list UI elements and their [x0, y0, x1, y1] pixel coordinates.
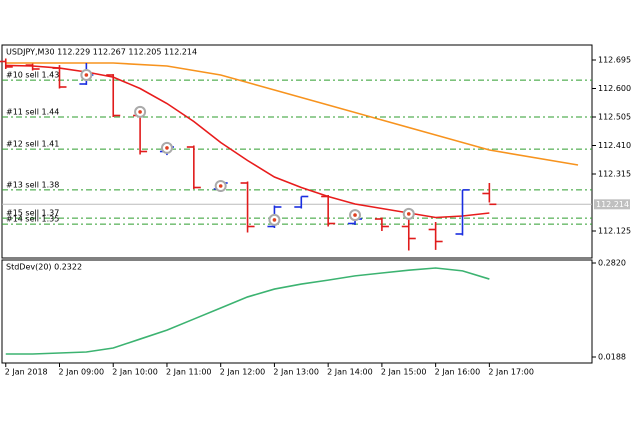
y-tick-label: 0.2820 [598, 259, 626, 268]
x-tick-label: 2 Jan 10:00 [112, 368, 158, 377]
trade-dot [84, 73, 89, 77]
main-title: USDJPY,M30 112.229 112.267 112.205 112.2… [6, 48, 197, 57]
y-tick-label: 112.315 [598, 170, 631, 179]
y-tick-label: 112.600 [598, 84, 631, 93]
x-tick-label: 2 Jan 11:00 [166, 368, 212, 377]
y-tick-label: 0.0188 [598, 353, 626, 362]
order-label: #15 sell 1.37 [6, 209, 59, 218]
x-tick-label: 2 Jan 15:00 [381, 368, 427, 377]
y-tick-label: 112.410 [598, 141, 631, 150]
y-tick-label: 112.505 [598, 113, 631, 122]
x-tick-label: 2 Jan 2018 [5, 368, 48, 377]
order-label: #14 sell 1.35 [6, 215, 59, 224]
x-tick-label: 2 Jan 13:00 [273, 368, 319, 377]
y-tick-label: 112.695 [598, 56, 631, 65]
order-label: #10 sell 1.43 [6, 71, 59, 80]
trade-dot [218, 184, 223, 188]
x-tick-label: 2 Jan 09:00 [58, 368, 104, 377]
order-label: #13 sell 1.38 [6, 180, 59, 189]
trade-dot [165, 146, 169, 150]
bid-box [594, 199, 630, 210]
x-tick-label: 2 Jan 12:00 [220, 368, 266, 377]
trade-dot [353, 213, 357, 217]
sub-frame [1, 259, 593, 364]
line-series [5, 267, 490, 355]
x-tick-label: 2 Jan 17:00 [488, 368, 534, 377]
trade-dot [138, 110, 142, 114]
line-series [5, 62, 579, 166]
sub-title: StdDev(20) 0.2322 [6, 263, 82, 272]
y-tick-label: 112.125 [598, 227, 631, 236]
bid-label: 112.214 [596, 200, 629, 209]
x-tick-label: 2 Jan 14:00 [327, 368, 373, 377]
main-frame [1, 44, 593, 259]
x-tick-label: 2 Jan 16:00 [435, 368, 481, 377]
trade-dot [272, 218, 277, 222]
trade-dot [406, 212, 411, 216]
order-label: #12 sell 1.41 [6, 140, 59, 149]
order-label: #11 sell 1.44 [6, 108, 59, 117]
